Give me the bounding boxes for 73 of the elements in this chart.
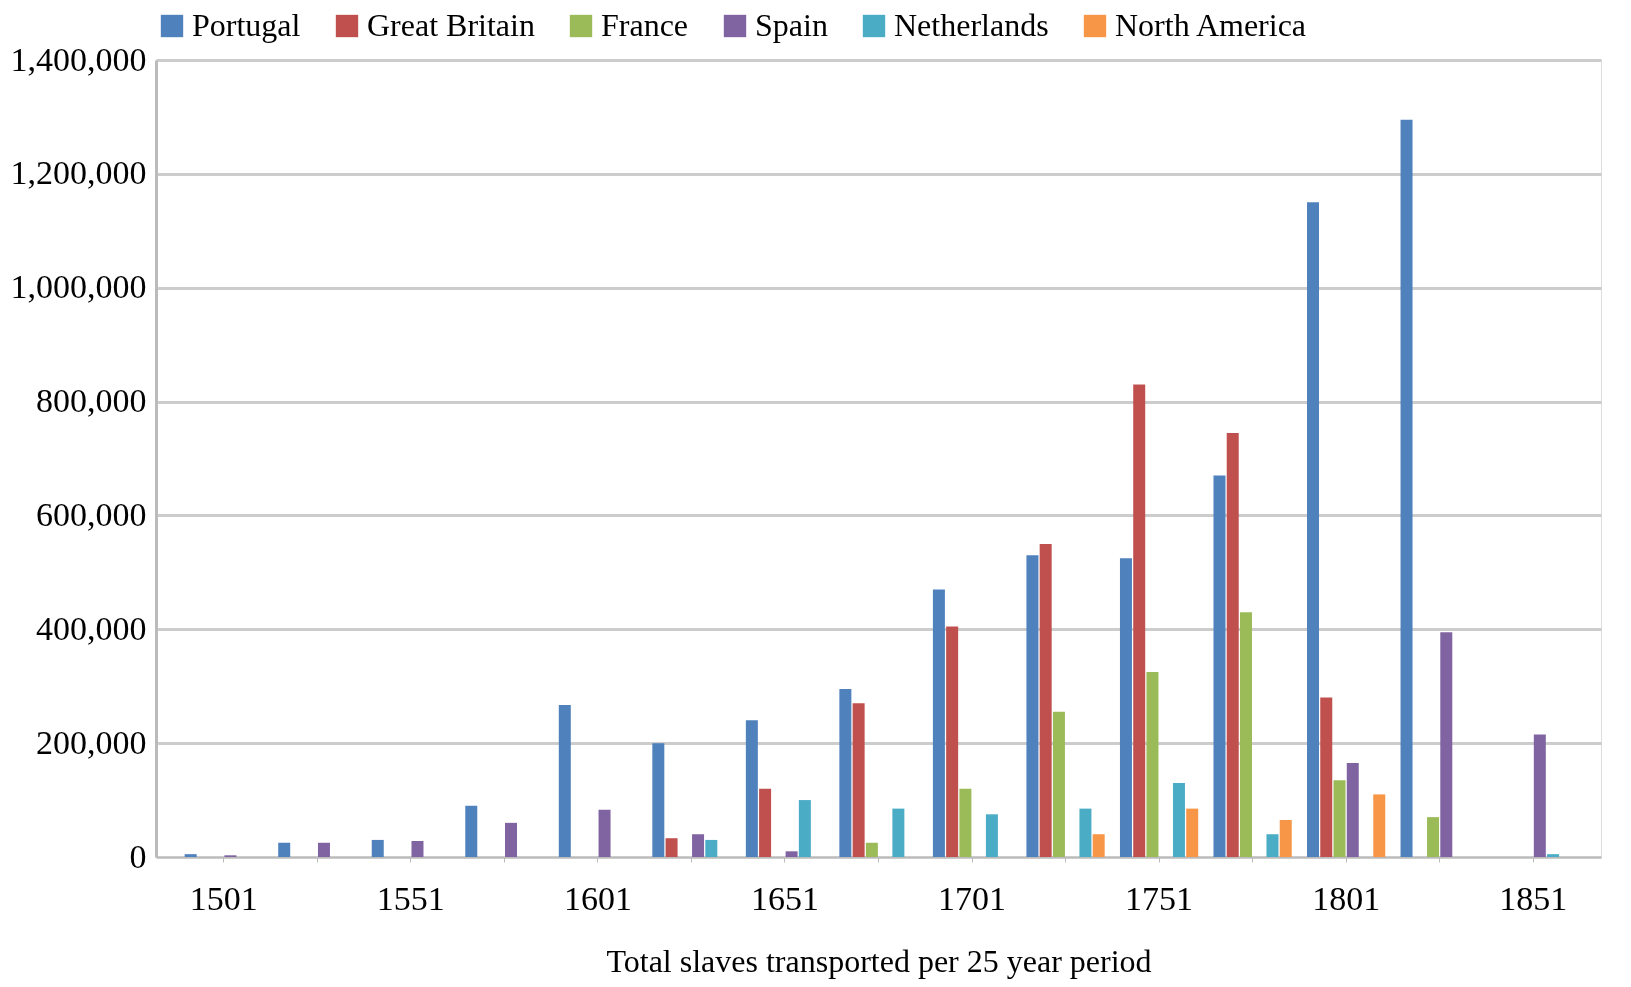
bar — [1320, 697, 1333, 857]
x-tick-label: 1551 — [376, 879, 445, 917]
bar — [852, 703, 865, 857]
bar — [759, 788, 772, 857]
bar — [1039, 543, 1052, 857]
legend-label: France — [601, 7, 689, 43]
bar — [1279, 820, 1292, 857]
y-tick-label: 1,200,000 — [10, 154, 147, 192]
x-axis-title: Total slaves transported per 25 year period — [606, 942, 1152, 979]
bar — [1547, 854, 1560, 857]
bar — [1172, 782, 1185, 857]
bar — [317, 842, 330, 857]
x-tick-label: 1851 — [1499, 879, 1568, 917]
y-tick-label: 600,000 — [36, 495, 147, 533]
bar — [411, 841, 424, 857]
x-tick-label: 1501 — [189, 879, 258, 917]
bar — [1052, 711, 1065, 857]
legend-label: Great Britain — [367, 7, 535, 43]
bar — [798, 800, 811, 857]
bar — [652, 743, 665, 857]
bar — [1533, 734, 1546, 857]
bar — [1440, 632, 1453, 857]
bar — [1400, 119, 1413, 857]
bar — [985, 814, 998, 857]
y-tick-label: 0 — [129, 837, 147, 875]
x-tick-label: 1601 — [563, 879, 632, 917]
bar — [1026, 555, 1039, 857]
y-tick-label: 400,000 — [36, 609, 147, 647]
y-tick-label: 1,400,000 — [10, 40, 147, 78]
y-tick-label: 200,000 — [36, 723, 147, 761]
bar — [598, 809, 611, 857]
bar — [1373, 794, 1386, 857]
bar — [692, 834, 705, 857]
x-tick-label: 1701 — [938, 879, 1007, 917]
bar — [745, 720, 758, 857]
bar — [1226, 432, 1239, 857]
legend-label: Netherlands — [894, 7, 1049, 43]
bar — [865, 842, 878, 857]
bar — [932, 589, 945, 857]
bar — [1307, 202, 1320, 857]
y-tick-label: 800,000 — [36, 382, 147, 420]
bar — [1239, 612, 1252, 857]
bar — [705, 839, 718, 857]
bar — [558, 705, 571, 857]
bar — [839, 689, 852, 857]
bar — [1119, 558, 1132, 857]
x-tick-label: 1651 — [750, 879, 819, 917]
legend-label: North America — [1115, 7, 1307, 43]
bar — [505, 822, 518, 857]
bar — [1213, 475, 1226, 857]
bar — [1079, 808, 1092, 857]
legend-label: Spain — [755, 7, 828, 43]
bar — [665, 838, 678, 857]
bar — [1266, 834, 1279, 857]
bar — [946, 626, 959, 857]
bar — [1146, 671, 1159, 857]
bar — [1333, 780, 1346, 857]
bar — [371, 839, 384, 857]
bar — [1133, 384, 1146, 857]
bar — [1186, 808, 1199, 857]
x-tick-label: 1801 — [1312, 879, 1381, 917]
bar — [465, 805, 478, 857]
bar — [278, 842, 291, 857]
legend-label: Portugal — [192, 7, 301, 43]
x-tick-label: 1751 — [1125, 879, 1194, 917]
y-tick-label: 1,000,000 — [10, 268, 147, 306]
bar — [1346, 763, 1359, 857]
bar — [184, 854, 197, 857]
bar — [959, 788, 972, 857]
bar — [892, 808, 905, 857]
bar — [785, 851, 798, 857]
bar — [1427, 817, 1440, 857]
bar — [1092, 834, 1105, 857]
